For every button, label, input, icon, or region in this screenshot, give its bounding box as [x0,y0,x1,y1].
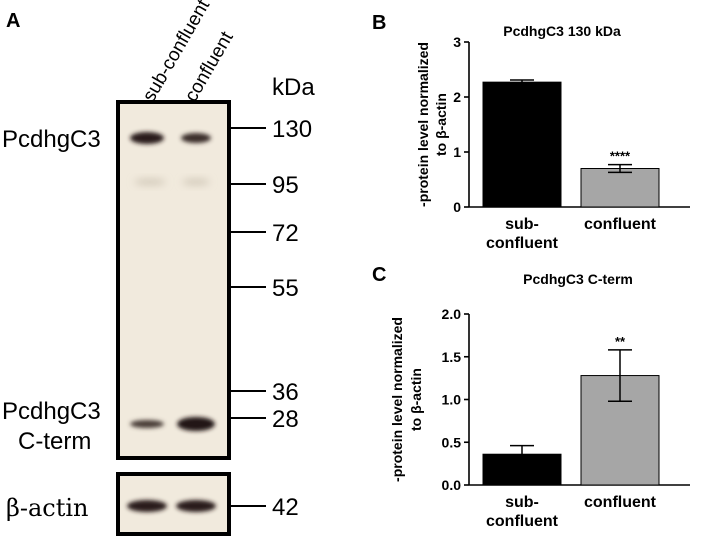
faint-band-sub-confluent [134,179,166,185]
panel-b-letter: B [372,12,387,34]
actin-label: β-actin [6,494,89,522]
panel-c-letter: C [372,264,387,286]
chart-b-ytick-label-1: 1 [453,144,461,160]
chart-b-bar-1 [580,168,660,208]
marker-28: 28 [272,406,299,433]
marker-130: 130 [272,116,313,143]
marker-42: 42 [272,494,299,521]
band-label-cterm-2: C-term [18,428,92,455]
chart-b-xtick-label-line2-0: confluent [486,235,559,252]
chart-c-ytick-label-2: 1.0 [442,392,462,408]
western-blot-actin [116,472,266,536]
chart-c-ytick-label-1: 0.5 [442,434,462,450]
chart-c-ytick-label-0: 0.0 [442,477,462,493]
band-label-cterm-1: PcdhgC3 [2,398,101,425]
band-label-pcdhgc3: PcdhgC3 [2,126,101,153]
chart-b-xtick-label-0: sub- [505,216,539,233]
chart-c-xtick-label-1: confluent [584,494,657,511]
chart-b-xtick-label-1: confluent [584,216,657,233]
marker-36: 36 [272,379,299,406]
kda-label: kDa [272,74,315,101]
chart-c-xtick-label-0: sub- [505,494,539,511]
band-cterm-confluent [177,417,215,431]
faint-band-confluent [182,179,210,185]
band-actin-sub-confluent [127,500,167,512]
marker-55: 55 [272,275,299,302]
chart-c-ytick-label-3: 1.5 [442,349,462,365]
chart-c-ytick-label-4: 2.0 [442,306,462,322]
panel-a-letter: A [6,10,21,32]
marker-72: 72 [272,220,299,247]
chart-b-bar-0 [482,81,562,208]
chart-c-ylabel-line1: -protein level normalized [389,317,405,482]
chart-b-ytick-label-2: 2 [453,89,461,105]
band-130-sub-confluent [130,132,164,144]
chart-b-ylabel-line1: -protein level normalized [415,42,431,207]
band-cterm-sub-confluent [130,420,164,428]
chart-pcdhgc3-130: PcdhgC3 130 kDa -protein level normalized… [415,23,690,252]
chart-b-significance-1: **** [610,149,631,164]
band-actin-confluent [176,500,216,512]
chart-c-title: PcdhgC3 C-term [523,271,633,287]
chart-b-ylabel-line2: to β-actin [433,93,449,156]
chart-c-ylabel-line2: to β-actin [408,368,424,431]
chart-b-title: PcdhgC3 130 kDa [503,23,621,39]
chart-b-ytick-label-3: 3 [453,34,461,50]
chart-c-xtick-label-line2-0: confluent [486,513,559,530]
western-blot-main [116,100,266,460]
band-130-confluent [181,133,211,143]
marker-95: 95 [272,172,299,199]
chart-c-significance-1: ** [615,334,626,349]
chart-b-ytick-label-0: 0 [453,199,461,215]
blot-background [116,100,231,460]
chart-pcdhgc3-cterm: PcdhgC3 C-term -protein level normalized t… [389,271,690,530]
